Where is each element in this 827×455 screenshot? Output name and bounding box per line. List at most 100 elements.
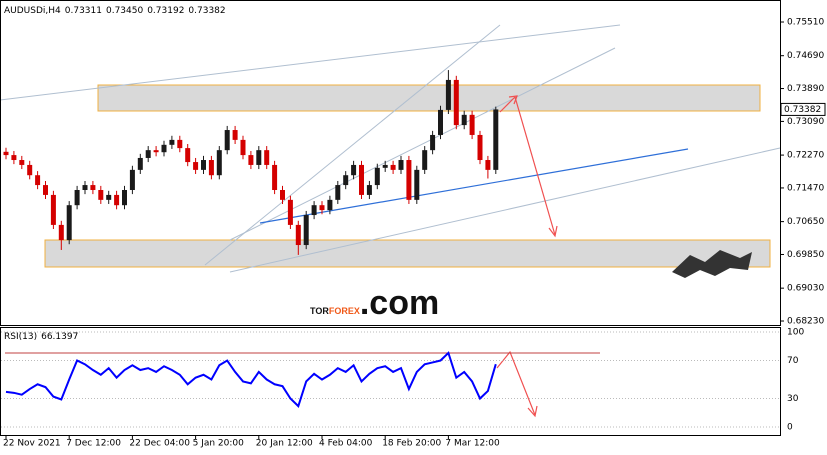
candle-body [114, 194, 120, 206]
candle-body [74, 189, 80, 206]
candle-body [11, 155, 17, 161]
candle-body [90, 185, 96, 190]
price-frame [0, 0, 781, 326]
candle-body [287, 199, 293, 225]
candle-body [390, 164, 396, 170]
candle-body [414, 169, 420, 200]
candle-body [366, 185, 372, 195]
candle-body [272, 164, 278, 190]
candle-body [169, 139, 175, 145]
x-tick-label: 22 Nov 2021 [3, 439, 61, 449]
support-zone [44, 239, 771, 268]
y-tick-label: 0.73890 [787, 84, 824, 94]
candle-body [193, 162, 199, 170]
trend-line [229, 47, 616, 241]
candle-body [327, 199, 333, 211]
header: AUDUSDi,H4 0.73311 0.73450 0.73192 0.73382 [4, 6, 226, 16]
watermark-com: .com [360, 284, 439, 322]
candle-body [493, 109, 499, 170]
candle-body [311, 205, 317, 216]
y-tick-label: 0.75510 [787, 18, 824, 28]
x-tick-label: 18 Feb 20:00 [382, 439, 441, 449]
candle-body [35, 175, 41, 186]
candle-body [485, 160, 491, 170]
trend-line [229, 147, 781, 273]
header-value: 0.73450 [106, 6, 143, 16]
y-tick-label: 0.69030 [787, 284, 824, 294]
candle-body [382, 164, 388, 168]
y-tick-label: 70 [787, 356, 799, 366]
candle-body [129, 169, 135, 190]
y-tick-label: 0.71470 [787, 183, 824, 193]
candle-body [50, 194, 56, 225]
candle-body [374, 167, 380, 186]
candle-body [335, 185, 341, 200]
candle-body [445, 79, 451, 110]
rsi-frame [0, 327, 781, 436]
rsi-title: RSI(13) 66.1397 [4, 332, 78, 342]
x-tick-label: 7 Dec 12:00 [66, 439, 121, 449]
rsi-line [5, 351, 497, 408]
y-tick-label: 0 [787, 423, 793, 433]
candle-body [153, 150, 159, 153]
x-tick-label: 22 Dec 04:00 [129, 439, 190, 449]
arrow-head [508, 95, 518, 105]
candle-body [137, 157, 143, 170]
bull-icon [672, 250, 752, 278]
candle-body [161, 144, 167, 153]
candle-body [343, 175, 349, 186]
rsi-current: 66.1397 [41, 332, 78, 342]
candle-body [98, 189, 104, 200]
y-tick-label: 0.69850 [787, 250, 824, 260]
candle-body [240, 139, 246, 156]
candle-body [280, 189, 285, 200]
y-tick-label: 0.70650 [787, 217, 824, 227]
support-trend-line [259, 148, 689, 224]
rsi-arrow [496, 350, 536, 416]
arrow-up [499, 96, 516, 113]
candle-body [43, 185, 48, 195]
candle-body [398, 160, 404, 170]
arrow-down [514, 96, 556, 236]
x-tick-label: 5 Jan 20:00 [193, 439, 245, 449]
candle-body [66, 205, 72, 241]
last-price-box [780, 102, 826, 116]
candle-body [359, 164, 364, 195]
candle-body [232, 130, 238, 140]
y-tick-label: 100 [787, 328, 804, 338]
candle-body [19, 160, 25, 165]
candle-body [319, 205, 325, 211]
x-tick-label: 20 Jan 12:00 [256, 439, 313, 449]
candle-body [453, 79, 459, 126]
candle-body [422, 150, 428, 170]
candle-body [185, 148, 191, 163]
y-tick-label: 0.68230 [787, 317, 824, 327]
candle-body [145, 150, 151, 158]
candle-body [477, 134, 483, 161]
trend-line [0, 24, 621, 101]
forecast-arrow [496, 95, 558, 418]
resistance-zone [97, 84, 761, 112]
y-tick-label: 0.72270 [787, 151, 824, 161]
candle-body [224, 130, 230, 151]
candle-body [122, 189, 127, 206]
candle-body [58, 224, 64, 241]
y-tick-label: 30 [787, 394, 799, 404]
channel-lines [0, 24, 781, 273]
watermark: TORFOREX.com [310, 284, 439, 322]
candle-body [177, 139, 183, 149]
y-tick-label: 0.74690 [787, 51, 824, 61]
x-tick-label: 7 Mar 12:00 [445, 439, 500, 449]
header-value: 0.73382 [188, 6, 225, 16]
candle-body [461, 114, 467, 126]
candle-body [82, 185, 88, 190]
candle-body [216, 150, 222, 176]
candle-body [3, 151, 9, 156]
candle-body [27, 164, 33, 176]
watermark-forex: FOREX [329, 306, 360, 316]
candle-body [201, 160, 206, 170]
arrow-head [548, 225, 558, 238]
candle-body [351, 164, 357, 176]
